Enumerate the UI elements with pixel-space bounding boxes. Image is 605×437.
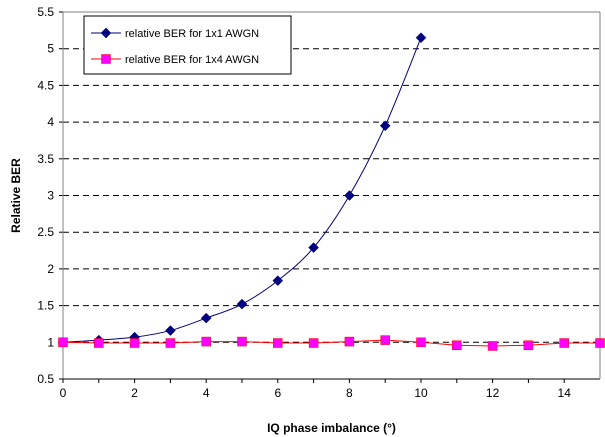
data-point — [559, 338, 569, 348]
legend-box — [83, 15, 292, 75]
x-tick-label: 14 — [558, 386, 572, 400]
data-point — [236, 298, 248, 310]
y-tick-label: 5 — [47, 42, 54, 56]
legend-marker — [100, 27, 112, 39]
legend-marker — [101, 54, 111, 64]
data-point — [237, 336, 247, 347]
data-point — [452, 340, 462, 350]
y-tick-label: 5.5 — [37, 5, 54, 19]
y-tick-label: 2 — [47, 262, 54, 276]
data-point — [165, 325, 176, 336]
data-point — [523, 340, 534, 350]
data-point — [415, 32, 427, 44]
series-2 — [58, 335, 605, 351]
axes — [59, 11, 601, 383]
x-tick-label: 6 — [274, 386, 281, 400]
legend-label: relative BER for 1x1 AWGN — [125, 28, 259, 40]
data-point — [201, 336, 211, 347]
data-point — [272, 275, 284, 286]
x-tick-label: 12 — [486, 386, 500, 400]
data-point — [308, 338, 319, 348]
x-axis-label: IQ phase imbalance (°) — [267, 421, 396, 435]
y-tick-label: 4 — [47, 115, 54, 129]
series-line — [62, 339, 600, 347]
data-point — [273, 338, 283, 348]
y-tick-label: 1 — [47, 335, 54, 349]
x-tick-label: 4 — [203, 386, 210, 400]
data-point — [94, 338, 104, 348]
x-tick-labels: 0 2 4 6 8 10 12 14 — [60, 386, 572, 400]
y-tick-label: 2.5 — [37, 225, 54, 239]
data-point — [379, 120, 391, 132]
data-series — [57, 32, 605, 351]
y-tick-label: 4.5 — [37, 78, 54, 92]
legend-label: relative BER for 1x4 AWGN — [125, 54, 259, 66]
legend: relative BER for 1x1 AWGN relative BER fo… — [83, 15, 292, 75]
data-point — [58, 337, 68, 348]
y-tick-labels: 0.5 1 1.5 2 2.5 3 3.5 4 4.5 5 5.5 — [37, 5, 54, 386]
data-point — [200, 312, 212, 324]
data-point — [595, 338, 605, 348]
y-tick-label: 3.5 — [37, 152, 54, 166]
x-tick-label: 0 — [60, 386, 67, 400]
data-point — [344, 336, 355, 347]
y-tick-label: 1.5 — [37, 299, 54, 313]
x-tick-label: 8 — [346, 386, 353, 400]
data-point — [129, 338, 140, 348]
data-point — [416, 337, 426, 348]
x-tick-label: 2 — [131, 386, 138, 400]
x-tick-label: 10 — [414, 386, 428, 400]
y-axis-label: Relative BER — [9, 158, 23, 233]
data-point — [308, 242, 319, 253]
data-point — [165, 338, 176, 348]
data-point — [380, 335, 390, 345]
y-tick-label: 0.5 — [37, 372, 54, 386]
data-point — [487, 341, 498, 351]
data-point — [344, 190, 355, 201]
y-tick-label: 3 — [47, 189, 54, 203]
